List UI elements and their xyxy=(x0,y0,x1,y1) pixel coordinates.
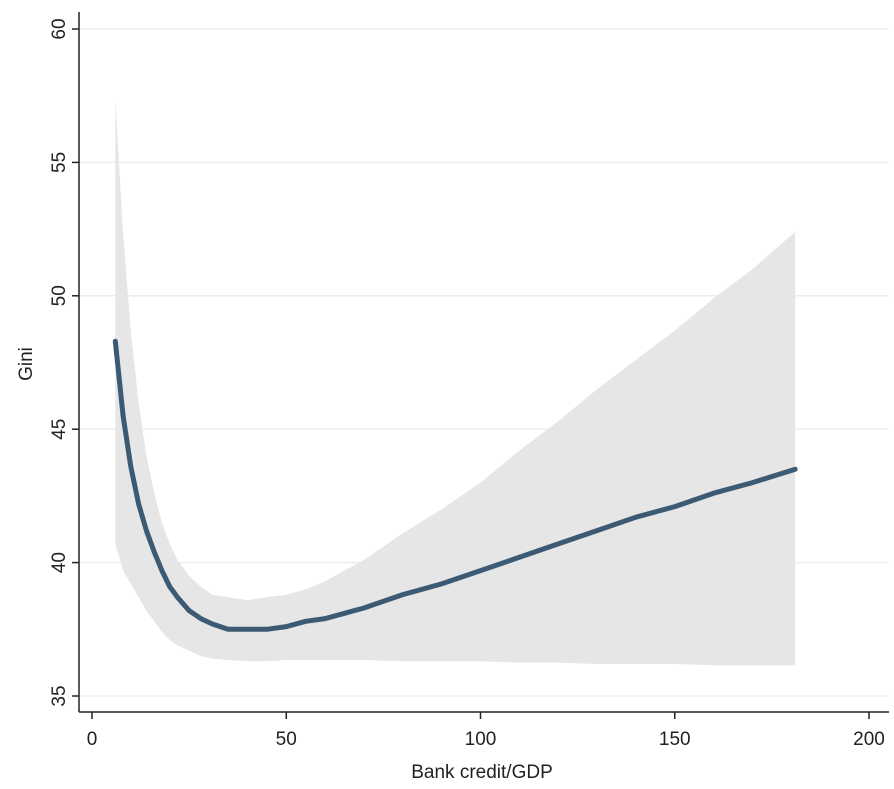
fitted-line-layer xyxy=(112,338,798,632)
grid-lines xyxy=(80,28,889,697)
axes xyxy=(78,12,889,713)
confidence-band xyxy=(115,98,796,666)
x-tick-label-50: 50 xyxy=(276,729,297,750)
x-tick-label-150: 150 xyxy=(659,729,691,750)
x-axis-title: Bank credit/GDP xyxy=(411,762,553,783)
x-tick-label-200: 200 xyxy=(853,729,885,750)
y-tick-label-40: 40 xyxy=(49,552,70,573)
y-tick-label-50: 50 xyxy=(49,285,70,306)
y-tick-label-45: 45 xyxy=(49,419,70,440)
y-tick-label-35: 35 xyxy=(49,685,70,706)
y-axis-title: Gini xyxy=(16,347,37,381)
y-tick-label-55: 55 xyxy=(49,152,70,173)
confidence-band-layer xyxy=(115,98,796,666)
x-tick-label-100: 100 xyxy=(465,729,497,750)
x-tick-label-0: 0 xyxy=(87,729,98,750)
fitted-line xyxy=(112,338,798,632)
ticks: 35 40 45 50 55 60 0 50 100 150 200 xyxy=(49,18,885,750)
y-tick-label-60: 60 xyxy=(49,18,70,39)
